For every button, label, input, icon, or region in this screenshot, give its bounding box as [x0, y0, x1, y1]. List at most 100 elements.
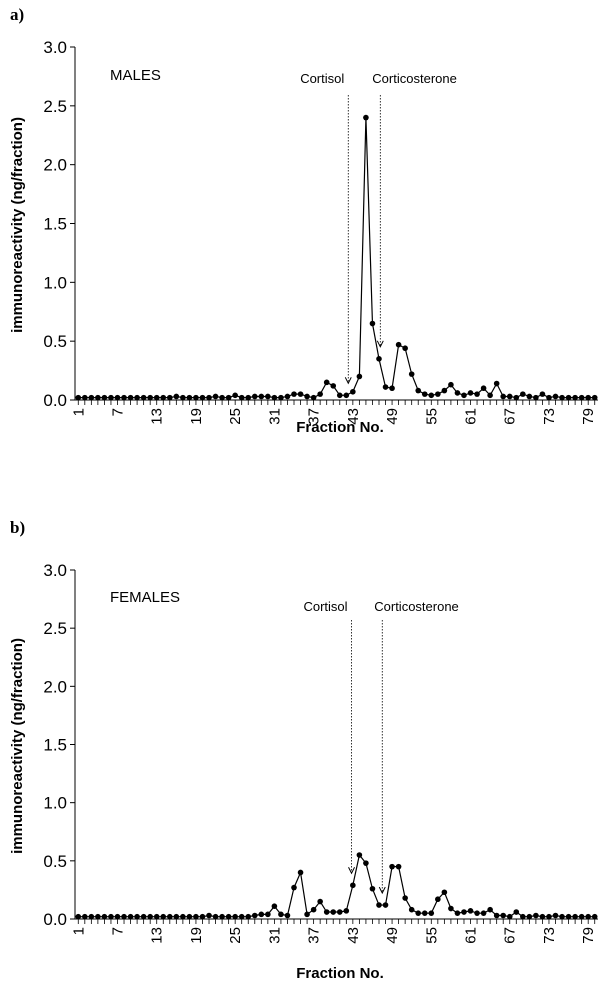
sex-label: MALES — [110, 67, 161, 84]
data-point — [448, 381, 454, 388]
data-point — [467, 390, 474, 396]
data-point — [297, 869, 304, 876]
data-point — [245, 913, 252, 920]
data-point — [369, 885, 376, 892]
data-point — [493, 380, 500, 387]
y-tick-label: 2.0 — [43, 156, 67, 175]
data-point — [193, 913, 199, 920]
data-point — [153, 394, 160, 401]
data-point — [225, 394, 232, 401]
data-point — [251, 393, 258, 400]
x-tick-label: 31 — [266, 408, 283, 425]
data-point — [147, 913, 153, 920]
data-point — [180, 394, 186, 401]
data-point — [428, 910, 435, 916]
y-tick-label: 3.0 — [43, 561, 67, 580]
data-point — [421, 910, 428, 916]
data-point — [166, 913, 173, 920]
data-point — [533, 394, 539, 401]
x-tick-label: 67 — [502, 408, 519, 425]
y-tick-label: 1.5 — [43, 736, 67, 755]
data-point — [265, 393, 271, 400]
data-point — [487, 906, 493, 913]
x-tick-label: 49 — [384, 927, 401, 944]
y-tick-label: 1.0 — [43, 794, 67, 813]
data-point — [95, 913, 101, 920]
data-point — [330, 909, 337, 915]
x-tick-label: 49 — [384, 408, 401, 425]
data-point — [134, 913, 140, 920]
data-point — [225, 913, 232, 920]
data-point — [395, 863, 402, 870]
data-point — [480, 385, 487, 392]
data-point — [389, 385, 395, 392]
data-point — [382, 384, 389, 390]
data-point — [513, 394, 520, 401]
data-point — [193, 394, 199, 401]
data-point — [402, 895, 408, 901]
data-point — [291, 884, 297, 891]
data-point — [317, 898, 323, 905]
data-point — [487, 392, 493, 399]
x-tick-label: 7 — [109, 927, 126, 935]
marker-arrowhead — [348, 867, 355, 875]
data-point — [310, 394, 317, 401]
y-tick-label: 2.0 — [43, 677, 67, 696]
data-point — [591, 913, 598, 920]
data-point — [441, 387, 448, 394]
data-point — [539, 913, 546, 920]
x-tick-label: 1 — [70, 408, 87, 416]
data-point — [520, 391, 526, 397]
data-point — [88, 913, 95, 920]
data-point — [493, 912, 500, 919]
data-point — [428, 392, 435, 399]
data-point — [356, 852, 363, 858]
data-point — [500, 393, 507, 400]
data-point — [480, 910, 487, 916]
x-tick-label: 67 — [502, 927, 519, 944]
y-tick-label: 2.5 — [43, 619, 67, 638]
data-point — [559, 913, 565, 920]
data-point — [356, 373, 363, 380]
marker-label: Cortisol — [303, 599, 347, 614]
data-point — [271, 394, 278, 401]
y-axis-title: immunoreactivity (ng/fraction) — [9, 117, 26, 333]
x-tick-label: 73 — [541, 927, 558, 944]
x-tick-label: 73 — [541, 408, 558, 425]
data-point — [376, 356, 382, 362]
data-point — [389, 863, 395, 870]
data-point — [121, 394, 127, 401]
data-point — [454, 390, 461, 396]
marker-label: Cortisol — [300, 71, 344, 86]
y-tick-label: 0.5 — [43, 852, 67, 871]
data-point — [82, 913, 88, 920]
data-point — [363, 860, 369, 866]
data-point — [219, 394, 225, 401]
data-point — [546, 394, 552, 401]
data-point — [408, 906, 415, 913]
data-point — [500, 912, 507, 919]
marker-arrowhead — [378, 886, 386, 895]
data-point — [265, 911, 271, 918]
x-tick-label: 61 — [463, 927, 480, 944]
data-point — [350, 882, 356, 889]
x-tick-label: 37 — [306, 927, 323, 944]
x-tick-label: 61 — [463, 408, 480, 425]
data-point — [75, 913, 82, 920]
data-point — [304, 393, 310, 400]
data-point — [461, 392, 467, 399]
chart-panel-0: a) 0.0 0.5 1.0 1.5 2.0 2.5 3.0 1 7 13 19 25 31 37 43 49 5… — [9, 5, 598, 436]
x-tick-label: 7 — [109, 408, 126, 416]
data-point — [82, 394, 88, 401]
data-point — [310, 906, 317, 913]
y-tick-label: 1.0 — [43, 273, 67, 292]
y-tick-label: 0.0 — [43, 910, 67, 929]
data-point — [206, 912, 212, 919]
data-point — [441, 889, 448, 896]
x-tick-label: 37 — [306, 408, 323, 425]
data-point — [317, 391, 323, 397]
data-point — [251, 912, 258, 919]
data-point — [153, 913, 160, 920]
x-tick-label: 55 — [423, 927, 440, 944]
